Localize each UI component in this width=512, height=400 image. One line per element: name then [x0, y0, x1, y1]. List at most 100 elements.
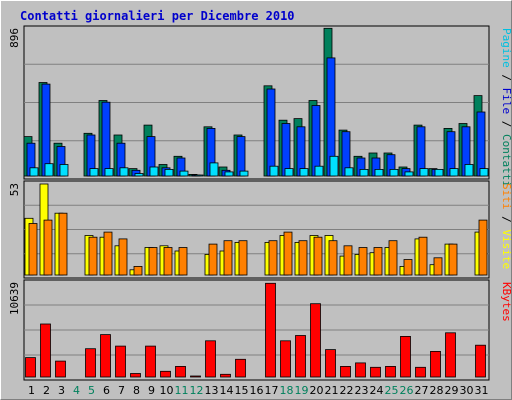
bar-pagine-day-15 [239, 170, 249, 177]
day-label-26: 26 [400, 384, 414, 397]
bar-file-day-6 [101, 101, 111, 177]
day-label-3: 3 [58, 384, 65, 397]
bar-siti-day-25 [388, 240, 398, 276]
side-label-part: / [500, 68, 512, 88]
panel-2-side-label: Siti / Visite [500, 183, 512, 269]
bar-siti-day-27 [418, 236, 428, 276]
day-label-6: 6 [103, 384, 110, 397]
bar-pagine-day-31 [479, 168, 489, 177]
bar-kbytes-day-12 [190, 375, 201, 378]
bar-siti-day-17 [268, 240, 278, 276]
day-label-23: 23 [355, 384, 369, 397]
bar-pagine-day-27 [419, 168, 429, 177]
bar-pagine-day-10 [164, 168, 174, 177]
bar-siti-day-1 [28, 223, 38, 276]
bar-kbytes-day-6 [100, 334, 111, 378]
bar-pagine-day-22 [344, 167, 354, 177]
panel-1-side-label: Pagine / File / Contatti [500, 28, 512, 187]
bar-pagine-day-30 [464, 164, 474, 177]
bar-pagine-day-14 [224, 171, 234, 177]
bar-siti-day-10 [163, 247, 173, 276]
day-label-27: 27 [415, 384, 429, 397]
panel-3-side-label: KBytes [500, 282, 512, 322]
day-label-8: 8 [133, 384, 140, 397]
bar-kbytes-day-19 [295, 335, 306, 378]
day-label-5: 5 [88, 384, 95, 397]
bar-siti-day-21 [328, 240, 338, 276]
bar-siti-day-24 [373, 247, 383, 276]
day-label-30: 30 [460, 384, 474, 397]
bar-kbytes-day-18 [280, 340, 291, 378]
bar-siti-day-14 [223, 240, 233, 276]
side-label-part: Contatti [500, 134, 512, 187]
bar-siti-day-29 [448, 243, 458, 276]
bar-kbytes-day-21 [325, 349, 336, 378]
bar-kbytes-day-14 [220, 373, 231, 378]
day-label-9: 9 [148, 384, 155, 397]
bar-siti-day-28 [433, 257, 443, 276]
bar-kbytes-day-20 [310, 303, 321, 378]
bar-kbytes-day-7 [115, 345, 126, 378]
day-label-11: 11 [175, 384, 189, 397]
bar-siti-day-22 [343, 245, 353, 276]
side-label-part: Siti [500, 183, 512, 210]
bar-kbytes-day-17 [265, 282, 276, 378]
bar-file-day-18 [281, 123, 291, 177]
bar-pagine-day-8 [134, 173, 144, 177]
bar-pagine-day-11 [179, 170, 189, 177]
day-label-14: 14 [220, 384, 234, 397]
bar-kbytes-day-31 [475, 344, 486, 378]
bar-kbytes-day-11 [175, 365, 186, 378]
panel-1-ymax-label: 896 [8, 28, 21, 48]
side-label-part: / [500, 210, 512, 230]
bar-kbytes-day-13 [205, 340, 216, 378]
bar-pagine-day-9 [149, 166, 159, 177]
day-label-1: 1 [28, 384, 35, 397]
bar-pagine-day-2 [44, 163, 54, 177]
bar-pagine-day-5 [89, 168, 99, 177]
bar-pagine-day-17 [269, 165, 279, 177]
bar-kbytes-day-23 [355, 362, 366, 378]
bar-siti-day-9 [148, 247, 158, 276]
bar-kbytes-day-27 [415, 366, 426, 378]
bar-siti-day-8 [133, 265, 143, 276]
bar-kbytes-day-26 [400, 335, 411, 378]
day-label-16: 16 [250, 384, 264, 397]
bar-pagine-day-3 [59, 164, 69, 177]
bar-pagine-day-21 [329, 155, 339, 177]
bar-siti-day-7 [118, 238, 128, 276]
day-label-19: 19 [295, 384, 309, 397]
side-label-part: KBytes [500, 282, 512, 322]
bar-file-day-17 [266, 88, 276, 177]
bar-pagine-day-6 [104, 168, 114, 177]
day-label-4: 4 [73, 384, 80, 397]
chart-title: Contatti giornalieri per Dicembre 2010 [20, 9, 295, 23]
bar-pagine-day-20 [314, 165, 324, 177]
bar-kbytes-day-2 [40, 323, 51, 378]
bar-kbytes-day-1 [25, 357, 36, 378]
bar-pagine-day-19 [299, 168, 309, 177]
bar-kbytes-day-25 [385, 365, 396, 378]
day-label-13: 13 [205, 384, 219, 397]
bar-kbytes-day-22 [340, 365, 351, 378]
bar-pagine-day-1 [29, 167, 39, 177]
day-label-10: 10 [160, 384, 174, 397]
bar-pagine-day-18 [284, 168, 294, 177]
bar-kbytes-day-24 [370, 366, 381, 378]
day-label-24: 24 [370, 384, 384, 397]
side-label-part: Visite [500, 229, 512, 269]
panel-2-ymax-label: 53 [8, 183, 21, 196]
bar-pagine-day-29 [449, 168, 459, 177]
day-label-28: 28 [430, 384, 444, 397]
bar-kbytes-day-5 [85, 348, 96, 378]
bar-file-day-2 [41, 83, 51, 177]
day-label-2: 2 [43, 384, 50, 397]
bar-file-day-31 [476, 111, 486, 177]
day-label-22: 22 [340, 384, 354, 397]
bar-kbytes-day-10 [160, 370, 171, 378]
bar-siti-day-2 [43, 219, 53, 276]
bar-siti-day-26 [403, 259, 413, 276]
side-label-part: File [500, 88, 512, 115]
bar-pagine-day-23 [359, 168, 369, 177]
